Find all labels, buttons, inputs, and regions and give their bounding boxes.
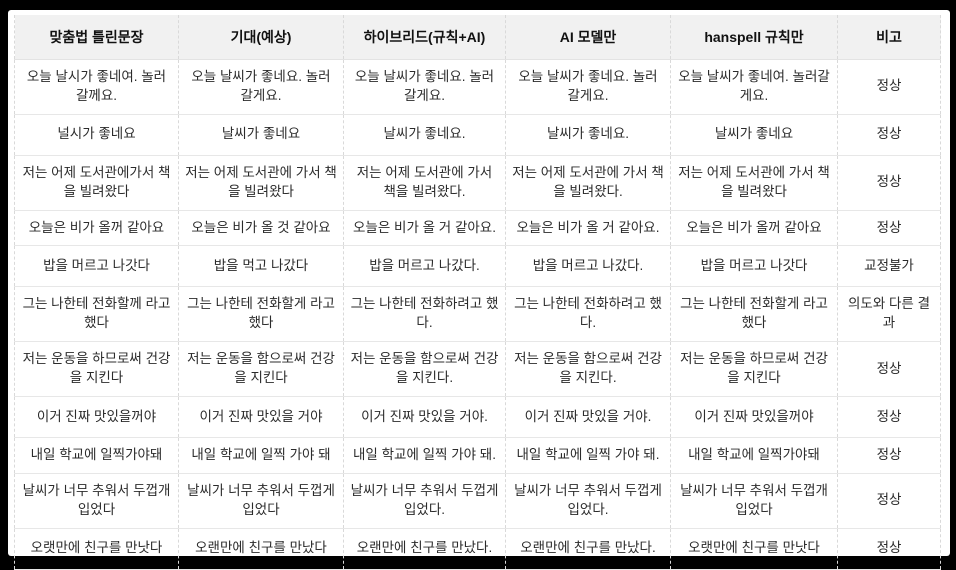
cell-expected: 오늘 날씨가 좋네요. 놀러 갈게요.: [178, 59, 344, 115]
cell-wrong: 이거 진짜 맛있을꺼야: [14, 396, 179, 439]
cell-hybrid: 오늘은 비가 올 거 같아요.: [343, 210, 506, 247]
cell-hanspell: 저는 운동을 하므로써 건강을 지킨다: [670, 341, 838, 398]
cell-ai: 저는 운동을 함으로써 건강을 지킨다.: [505, 341, 671, 398]
cell-expected: 날씨가 너무 추워서 두껍게 입었다: [178, 473, 344, 529]
table-row: 오랫만에 친구를 만낫다 오랜만에 친구를 만났다 오랜만에 친구를 만났다. …: [14, 528, 941, 570]
cell-remark: 정상: [837, 396, 941, 439]
cell-hanspell: 그는 나한테 전화할게 라고 했다: [670, 286, 838, 343]
cell-expected: 오랜만에 친구를 만났다: [178, 528, 344, 570]
cell-wrong: 날씨가 너무 추워서 두껍개 입었다: [14, 473, 179, 529]
column-header-hybrid: 하이브리드(규칙+AI): [343, 15, 506, 60]
cell-ai: 날씨가 좋네요.: [505, 114, 671, 156]
cell-hanspell: 날씨가 너무 추워서 두껍개 입었다: [670, 473, 838, 529]
cell-wrong: 오늘은 비가 올꺼 같아요: [14, 210, 179, 247]
cell-remark: 정상: [837, 155, 941, 211]
column-header-expected: 기대(예상): [178, 15, 344, 60]
cell-hanspell: 내일 학교에 일찍가야돼: [670, 437, 838, 474]
column-header-wrong-sentence: 맞춤법 틀린문장: [14, 15, 179, 60]
table-row: 밥을 머르고 나갓다 밥을 먹고 나갔다 밥을 머르고 나갔다. 밥을 머르고 …: [14, 245, 941, 288]
cell-expected: 내일 학교에 일찍 가야 돼: [178, 437, 344, 474]
cell-ai: 내일 학교에 일찍 가야 돼.: [505, 437, 671, 474]
cell-remark: 정상: [837, 59, 941, 115]
table-row: 그는 나한테 전화할께 라고 했다 그는 나한테 전화할게 라고 했다 그는 나…: [14, 286, 941, 343]
cell-hanspell: 오늘은 비가 올꺼 같아요: [670, 210, 838, 247]
cell-hanspell: 날씨가 좋네요: [670, 114, 838, 156]
cell-hybrid: 내일 학교에 일찍 가야 돼.: [343, 437, 506, 474]
cell-ai: 이거 진짜 맛있을 거야.: [505, 396, 671, 439]
table-row: 저는 운동을 하므로써 건강을 지킨다 저는 운동을 함으로써 건강을 지킨다 …: [14, 341, 941, 398]
cell-ai: 오늘은 비가 올 거 같아요.: [505, 210, 671, 247]
cell-expected: 저는 운동을 함으로써 건강을 지킨다: [178, 341, 344, 398]
cell-hybrid: 저는 어제 도서관에 가서 책을 빌려왔다.: [343, 155, 506, 211]
cell-hanspell: 저는 어제 도서관에 가서 책을 빌려왔다: [670, 155, 838, 211]
cell-hanspell: 오늘 날씨가 좋네여. 놀러갈게요.: [670, 59, 838, 115]
cell-hanspell: 밥을 머르고 나갓다: [670, 245, 838, 288]
cell-ai: 오랜만에 친구를 만났다.: [505, 528, 671, 570]
cell-hybrid: 밥을 머르고 나갔다.: [343, 245, 506, 288]
spellcheck-comparison-table: 맞춤법 틀린문장 기대(예상) 하이브리드(규칙+AI) AI 모델만 hans…: [14, 15, 941, 570]
cell-ai: 저는 어제 도서관에 가서 책을 빌려왔다.: [505, 155, 671, 211]
document-page: 맞춤법 틀린문장 기대(예상) 하이브리드(규칙+AI) AI 모델만 hans…: [8, 10, 950, 570]
cell-hanspell: 오랫만에 친구를 만낫다: [670, 528, 838, 570]
cell-ai: 오늘 날씨가 좋네요. 놀러 갈게요.: [505, 59, 671, 115]
table-row: 오늘은 비가 올꺼 같아요 오늘은 비가 올 것 같아요 오늘은 비가 올 거 …: [14, 210, 941, 247]
cell-expected: 저는 어제 도서관에 가서 책을 빌려왔다: [178, 155, 344, 211]
cell-wrong: 오늘 날시가 좋네여. 놀러갈께요.: [14, 59, 179, 115]
table-row: 내일 학교에 일찍가야돼 내일 학교에 일찍 가야 돼 내일 학교에 일찍 가야…: [14, 437, 941, 474]
cell-hybrid: 날씨가 너무 추워서 두껍게 입었다.: [343, 473, 506, 529]
cell-remark: 정상: [837, 528, 941, 570]
cell-expected: 그는 나한테 전화할게 라고 했다: [178, 286, 344, 343]
cell-wrong: 저는 어제 도서관에가서 책을 빌려왔다: [14, 155, 179, 211]
cell-hybrid: 오늘 날씨가 좋네요. 놀러 갈게요.: [343, 59, 506, 115]
cell-hybrid: 이거 진짜 맛있을 거야.: [343, 396, 506, 439]
cell-remark: 정상: [837, 341, 941, 398]
cell-wrong: 밥을 머르고 나갓다: [14, 245, 179, 288]
cell-wrong: 그는 나한테 전화할께 라고 했다: [14, 286, 179, 343]
cell-hybrid: 저는 운동을 함으로써 건강을 지킨다.: [343, 341, 506, 398]
cell-expected: 오늘은 비가 올 것 같아요: [178, 210, 344, 247]
cell-wrong: 널시가 좋네요: [14, 114, 179, 156]
table-row: 오늘 날시가 좋네여. 놀러갈께요. 오늘 날씨가 좋네요. 놀러 갈게요. 오…: [14, 59, 941, 115]
cell-ai: 밥을 머르고 나갔다.: [505, 245, 671, 288]
cell-hybrid: 오랜만에 친구를 만났다.: [343, 528, 506, 570]
cell-hybrid: 그는 나한테 전화하려고 했다.: [343, 286, 506, 343]
cell-remark: 정상: [837, 473, 941, 529]
cell-ai: 날씨가 너무 추워서 두껍게 입었다.: [505, 473, 671, 529]
cell-ai: 그는 나한테 전화하려고 했다.: [505, 286, 671, 343]
column-header-remarks: 비고: [837, 15, 941, 60]
cell-hybrid: 날씨가 좋네요.: [343, 114, 506, 156]
table-row: 널시가 좋네요 날씨가 좋네요 날씨가 좋네요. 날씨가 좋네요. 날씨가 좋네…: [14, 114, 941, 156]
table-row: 이거 진짜 맛있을꺼야 이거 진짜 맛있을 거야 이거 진짜 맛있을 거야. 이…: [14, 396, 941, 439]
table-row: 저는 어제 도서관에가서 책을 빌려왔다 저는 어제 도서관에 가서 책을 빌려…: [14, 155, 941, 211]
cell-remark: 정상: [837, 210, 941, 247]
cell-remark: 정상: [837, 114, 941, 156]
cell-remark: 교정불가: [837, 245, 941, 288]
cell-expected: 밥을 먹고 나갔다: [178, 245, 344, 288]
cell-remark: 의도와 다른 결과: [837, 286, 941, 343]
cell-expected: 이거 진짜 맛있을 거야: [178, 396, 344, 439]
header-row: 맞춤법 틀린문장 기대(예상) 하이브리드(규칙+AI) AI 모델만 hans…: [14, 15, 941, 60]
column-header-ai-only: AI 모델만: [505, 15, 671, 60]
column-header-hanspell-only: hanspell 규칙만: [670, 15, 838, 60]
cell-wrong: 저는 운동을 하므로써 건강을 지킨다: [14, 341, 179, 398]
table-row: 날씨가 너무 추워서 두껍개 입었다 날씨가 너무 추워서 두껍게 입었다 날씨…: [14, 473, 941, 529]
cell-wrong: 오랫만에 친구를 만낫다: [14, 528, 179, 570]
cell-hanspell: 이거 진짜 맛있을꺼야: [670, 396, 838, 439]
cell-remark: 정상: [837, 437, 941, 474]
comparison-table-container: 맞춤법 틀린문장 기대(예상) 하이브리드(규칙+AI) AI 모델만 hans…: [14, 15, 941, 570]
cell-wrong: 내일 학교에 일찍가야돼: [14, 437, 179, 474]
cell-expected: 날씨가 좋네요: [178, 114, 344, 156]
